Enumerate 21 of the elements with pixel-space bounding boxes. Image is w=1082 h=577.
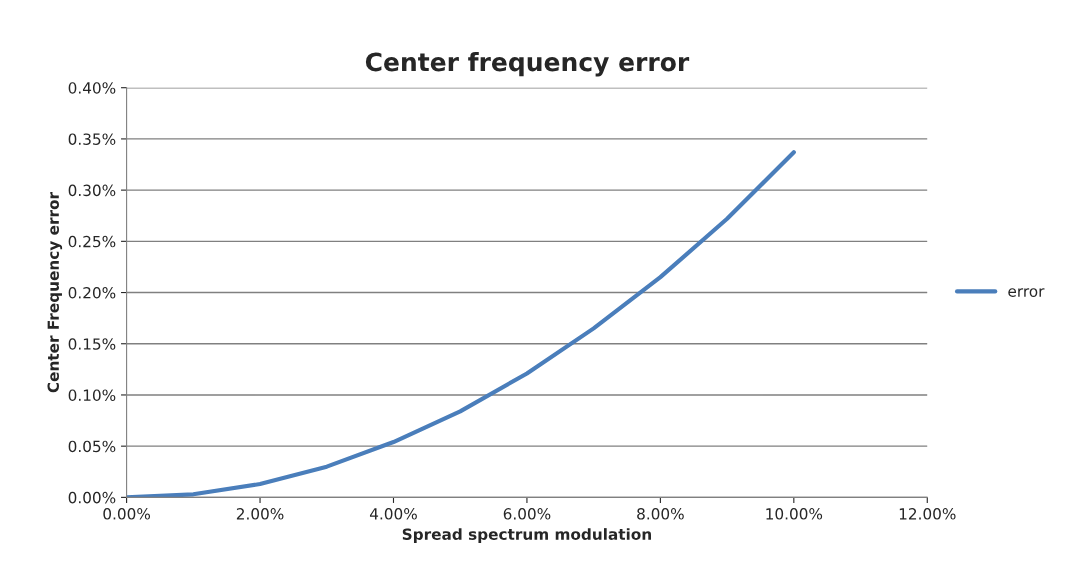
x-tick-label: 10.00%: [766, 508, 823, 520]
y-tick-label: 0.05%: [68, 440, 116, 453]
x-tick-label: 0.00%: [103, 508, 151, 520]
chart-title: Center frequency error: [365, 52, 690, 77]
x-axis-title: Spread spectrum modulation: [402, 528, 651, 543]
y-tick-label: 0.10%: [68, 389, 116, 401]
x-tick-label: 8.00%: [637, 508, 684, 520]
x-tick-label: 4.00%: [369, 508, 417, 520]
y-tick-label: 0.40%: [68, 82, 116, 94]
y-tick-label: 0.00%: [68, 491, 116, 504]
y-tick-label: 0.30%: [68, 184, 116, 197]
x-tick-label: 2.00%: [236, 508, 284, 520]
y-tick-label: 0.20%: [68, 287, 116, 299]
y-tick-label: 0.35%: [68, 133, 116, 145]
y-tick-label: 0.25%: [68, 235, 116, 248]
x-tick-label: 12.00%: [899, 508, 956, 520]
y-axis-title: Center Frequency error: [47, 192, 63, 393]
x-tick-label: 6.00%: [503, 508, 551, 520]
legend-label: error: [1008, 288, 1045, 297]
y-tick-label: 0.15%: [68, 338, 116, 350]
line-series: [126, 150, 796, 498]
